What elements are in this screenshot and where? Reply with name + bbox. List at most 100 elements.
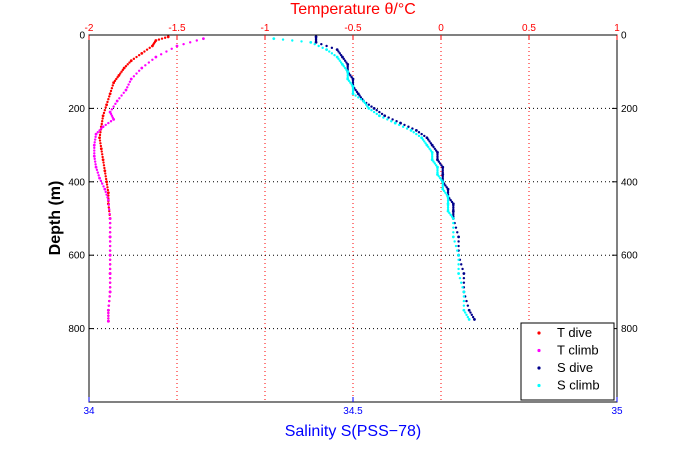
data-point-interp	[387, 116, 390, 119]
data-point-interp	[346, 74, 349, 77]
data-point-interp	[100, 122, 103, 126]
data-point	[101, 125, 105, 129]
y-axis-tick-label-right: 800	[621, 324, 638, 335]
data-point-interp	[313, 42, 316, 46]
data-point-interp	[98, 133, 102, 137]
data-point-interp	[128, 61, 131, 64]
data-point-interp	[444, 191, 447, 195]
series-t-climb	[92, 37, 205, 323]
data-point-interp	[449, 213, 452, 217]
data-point-interp	[94, 135, 97, 139]
data-point-interp	[343, 66, 347, 70]
data-point-interp	[105, 183, 109, 186]
data-point-interp	[182, 42, 185, 46]
data-point-interp	[448, 211, 451, 215]
data-point-interp	[469, 311, 472, 314]
data-point-interp	[411, 127, 414, 130]
legend-marker	[537, 331, 541, 335]
data-point-interp	[343, 59, 347, 62]
data-point-interp	[471, 315, 475, 319]
data-point	[94, 165, 98, 169]
data-point-interp	[108, 95, 111, 98]
data-point-interp	[460, 263, 463, 266]
data-point-interp	[107, 121, 110, 125]
data-point-interp	[354, 88, 357, 92]
data-point-interp	[446, 204, 450, 207]
data-point	[106, 198, 110, 202]
data-point	[98, 136, 101, 140]
data-point-interp	[395, 120, 398, 123]
data-point-interp	[104, 123, 107, 127]
data-point-interp	[122, 91, 125, 95]
data-point-interp	[116, 76, 119, 79]
data-point	[202, 37, 205, 41]
data-point-interp	[433, 162, 437, 165]
data-point-interp	[457, 263, 460, 266]
data-point-interp	[101, 117, 104, 120]
data-point	[441, 180, 445, 184]
data-point	[175, 44, 179, 48]
data-point	[462, 290, 466, 294]
data-point-interp	[462, 281, 466, 284]
data-point-interp	[461, 286, 464, 289]
data-point-interp	[100, 150, 103, 153]
data-point-interp	[107, 206, 111, 209]
data-point-interp	[93, 146, 96, 150]
top-axis-tick-label: -0.5	[344, 23, 362, 34]
data-point	[351, 77, 355, 81]
data-point-interp	[118, 97, 121, 100]
data-point-interp	[434, 164, 438, 167]
data-point-interp	[462, 299, 466, 303]
data-point-interp	[317, 44, 320, 48]
data-point-interp	[102, 185, 105, 188]
data-point-interp	[457, 244, 460, 248]
data-point-interp	[437, 175, 440, 178]
data-point	[351, 84, 355, 88]
data-point-interp	[106, 196, 109, 199]
data-point-interp	[350, 83, 353, 86]
data-point-interp	[349, 81, 352, 84]
data-point-interp	[189, 41, 192, 44]
data-point-interp	[135, 55, 138, 59]
data-point-interp	[195, 39, 198, 42]
data-point-interp	[436, 167, 439, 171]
data-point-interp	[470, 313, 473, 317]
data-point-interp	[438, 176, 442, 180]
data-point-interp	[157, 38, 161, 41]
data-point-interp	[432, 160, 435, 163]
legend-label: T climb	[557, 343, 599, 358]
data-point	[372, 107, 376, 110]
legend: T dive T climb S dive S climb	[520, 322, 615, 401]
y-axis-tick-label: 400	[68, 177, 85, 188]
y-axis-tick-label-right: 400	[621, 177, 638, 188]
data-point	[425, 136, 429, 140]
data-point	[346, 70, 350, 74]
data-point	[341, 62, 344, 66]
data-point	[129, 59, 133, 63]
data-point-interp	[440, 164, 443, 167]
data-point-interp	[450, 200, 454, 204]
data-point-interp	[378, 110, 381, 114]
data-point-interp	[120, 70, 123, 73]
data-point-interp	[441, 169, 444, 172]
data-point-interp	[427, 138, 430, 141]
data-point-interp	[99, 144, 103, 148]
data-point	[446, 195, 450, 198]
data-point-interp	[170, 47, 173, 50]
data-point-interp	[108, 286, 112, 289]
data-point	[346, 77, 350, 81]
data-point	[351, 92, 355, 96]
data-point-interp	[423, 134, 426, 138]
data-point	[473, 318, 476, 321]
data-point	[108, 272, 112, 275]
data-point-interp	[449, 198, 452, 202]
data-point-interp	[96, 131, 100, 134]
data-point-interp	[412, 131, 415, 134]
y-axis-tick-label: 600	[68, 251, 85, 262]
data-point-interp	[462, 276, 466, 280]
data-point-interp	[438, 162, 442, 165]
data-point-interp	[95, 168, 99, 172]
data-point-interp	[93, 152, 96, 155]
data-point-interp	[428, 140, 431, 143]
